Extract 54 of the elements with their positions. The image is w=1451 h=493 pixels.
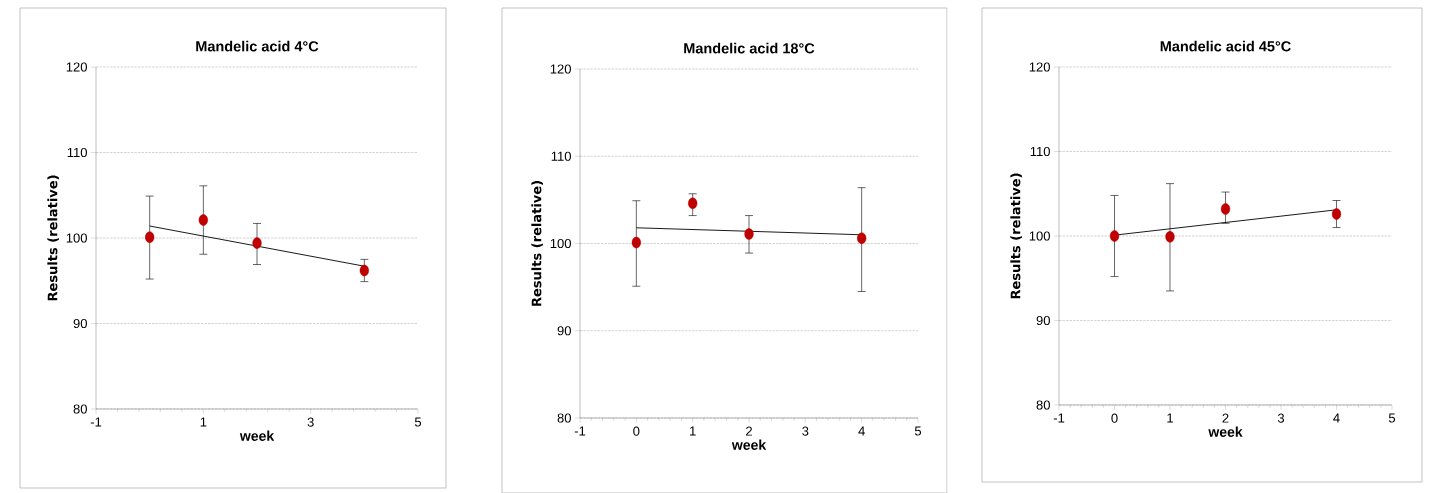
x-tick-label: 5 <box>1388 413 1396 423</box>
y-tick-label: 80 <box>557 413 571 423</box>
y-tick-label: 90 <box>1036 315 1050 325</box>
x-tick-label: 0 <box>633 426 640 436</box>
x-tick-label: 3 <box>802 426 809 436</box>
x-axis-title: week <box>239 430 275 441</box>
y-tick-label: 100 <box>1029 231 1050 241</box>
x-tick-label: 4 <box>1333 413 1340 423</box>
point <box>631 236 641 249</box>
x-tick-label: 2 <box>1222 413 1229 423</box>
y-tick-label: 110 <box>551 151 571 161</box>
chart-title: Mandelic acid 18°C <box>684 42 815 54</box>
point <box>198 214 208 226</box>
x-tick-label: 3 <box>1277 413 1285 423</box>
y-tick-label: 110 <box>1030 146 1050 156</box>
y-tick-label: 120 <box>550 64 571 74</box>
y-tick-label: 120 <box>1029 62 1050 72</box>
y-axis-title: Results (relative) <box>1010 173 1022 299</box>
y-tick-label: 100 <box>550 238 571 248</box>
x-axis-title: week <box>1208 426 1243 437</box>
point <box>359 264 369 276</box>
point <box>1109 230 1120 242</box>
y-axis-title: Results (relative) <box>531 180 543 306</box>
x-tick-label: -1 <box>1053 413 1065 423</box>
y-tick-label: 90 <box>73 318 87 328</box>
x-tick-label: 1 <box>200 417 207 427</box>
x-tick-label: 1 <box>1167 413 1173 423</box>
chart-title: Mandelic acid 45°C <box>1160 40 1291 52</box>
x-tick-label: 4 <box>858 426 865 436</box>
y-tick-label: 80 <box>1036 400 1050 410</box>
point <box>1220 203 1231 215</box>
x-tick-label: 5 <box>414 417 422 427</box>
x-tick-label: 5 <box>914 426 922 436</box>
chart-title: Mandelic acid 4°C <box>196 40 319 52</box>
y-tick-label: 120 <box>66 62 87 72</box>
x-axis-title: week <box>731 439 767 450</box>
point <box>857 232 867 244</box>
x-tick-label: 3 <box>307 417 314 427</box>
point <box>688 197 698 209</box>
y-tick-label: 100 <box>66 233 87 243</box>
y-tick-label: 110 <box>67 147 87 157</box>
y-tick-label: 80 <box>73 404 87 414</box>
point <box>252 237 262 249</box>
x-tick-label: 2 <box>746 426 752 436</box>
point <box>1331 208 1342 220</box>
y-axis-title: Results (relative) <box>47 175 59 301</box>
x-tick-label: 0 <box>1111 413 1118 423</box>
x-tick-label: -1 <box>90 417 102 427</box>
point <box>1165 230 1175 243</box>
y-tick-label: 90 <box>557 325 571 336</box>
x-tick-label: 1 <box>690 426 696 436</box>
x-tick-label: -1 <box>574 426 586 436</box>
point <box>145 231 155 243</box>
point <box>744 228 754 240</box>
